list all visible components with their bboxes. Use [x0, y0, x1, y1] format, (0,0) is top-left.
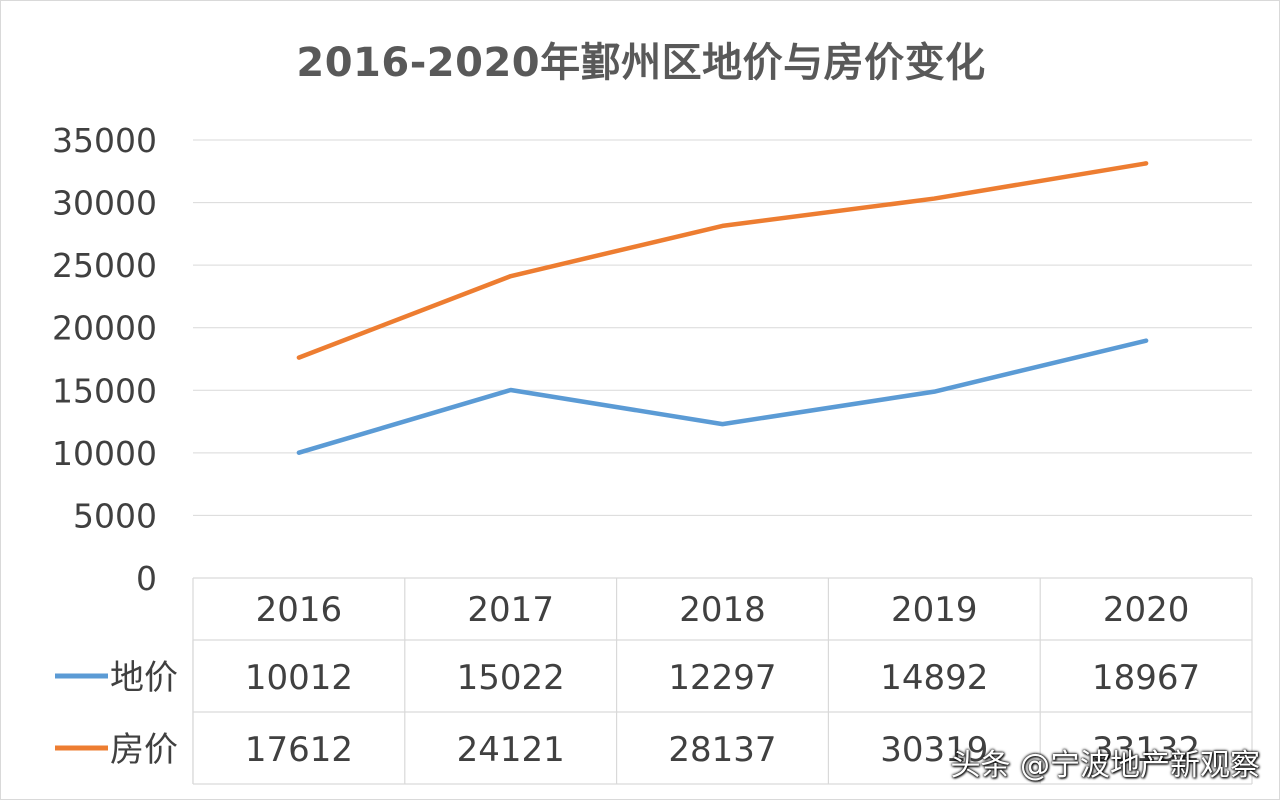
y-tick-label: 10000 [52, 434, 157, 473]
watermark: 头条 @宁波地产新观察 [950, 748, 1260, 783]
table-value: 15022 [457, 658, 565, 698]
chart-title: 2016-2020年鄞州区地价与房价变化 [296, 40, 986, 86]
y-tick-label: 0 [136, 559, 157, 598]
legend-label: 地价 [110, 658, 178, 698]
series-lines [296, 161, 1149, 455]
y-tick-label: 25000 [52, 246, 157, 285]
x-category-label: 2020 [1103, 590, 1190, 630]
gridlines [193, 139, 1252, 516]
series-line-1 [296, 338, 1149, 455]
x-category-label: 2016 [256, 590, 343, 630]
x-category-label: 2019 [891, 590, 978, 630]
x-category-label: 2017 [467, 590, 554, 630]
x-category-label: 2018 [679, 590, 766, 630]
series-line-2 [296, 161, 1149, 360]
table-value: 14892 [880, 658, 988, 698]
table-value: 24121 [457, 730, 565, 770]
table-value: 12297 [668, 658, 776, 698]
table-value: 17612 [245, 730, 353, 770]
data-table: 2016 2017 2018 2019 2020 地价 10012 15022 12297 148… [55, 577, 1253, 785]
table-value: 10012 [245, 658, 353, 698]
y-tick-label: 20000 [52, 309, 157, 348]
y-tick-label: 35000 [52, 121, 157, 160]
table-value: 33132 [1092, 730, 1200, 770]
y-tick-label: 5000 [73, 496, 157, 535]
table-value: 18967 [1092, 658, 1200, 698]
table-value: 28137 [668, 730, 776, 770]
y-tick-label: 15000 [52, 371, 157, 410]
legend-label: 房价 [110, 730, 178, 770]
y-axis-ticks: 0 5000 10000 15000 20000 25000 30000 35000 [52, 121, 157, 598]
y-tick-label: 30000 [52, 184, 157, 223]
table-value: 30319 [880, 730, 988, 770]
